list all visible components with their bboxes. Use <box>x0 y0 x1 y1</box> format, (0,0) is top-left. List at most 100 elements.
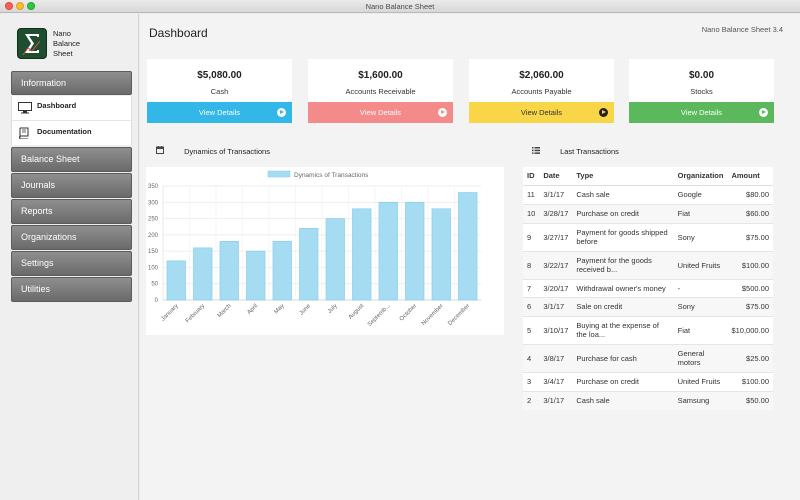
cell-type: Cash sale <box>572 390 674 410</box>
y-tick-label: 100 <box>148 265 159 271</box>
app-name-line: Sheet <box>53 49 73 58</box>
cell-date: 3/1/17 <box>539 296 573 316</box>
table-row[interactable]: 2 3/1/17 Cash sale Samsung $50.00 <box>523 390 773 410</box>
table-row[interactable]: 11 3/1/17 Cash sale Google $80.00 <box>523 184 773 204</box>
cell-org: Fiat <box>673 203 728 223</box>
cell-id: 2 <box>523 390 540 410</box>
cell-amount: $500.00 <box>727 278 773 297</box>
sidebar-item-label: Utilities <box>21 284 51 294</box>
sidebar-item-information[interactable]: Information <box>11 71 132 95</box>
table-row[interactable]: 3 3/4/17 Purchase on credit United Fruits $1… <box>523 371 773 391</box>
sidebar-item-label: Reports <box>21 206 53 216</box>
transactions-chart: Dynamics of Transactions 0 50 100 150 200 250 3… <box>146 167 504 335</box>
bar <box>325 218 345 301</box>
cell-org: Sony <box>673 222 728 251</box>
cell-org: Sony <box>673 296 728 316</box>
summary-card-stocks: $0.00 Stocks View Details <box>629 59 774 123</box>
bar <box>299 228 319 301</box>
transactions-panel-header: Last Transactions <box>532 142 619 162</box>
cell-org: Fiat <box>673 315 728 344</box>
bar <box>352 208 372 301</box>
sidebar-item-settings[interactable]: Settings <box>11 251 132 276</box>
cell-amount: $80.00 <box>727 184 773 204</box>
cell-date: 3/22/17 <box>539 250 573 279</box>
y-tick-label: 250 <box>148 217 159 223</box>
app-name-line: Balance <box>53 39 81 48</box>
table-row[interactable]: 9 3/27/17 Payment for goods shipped before… <box>523 222 773 251</box>
sidebar-item-balance-sheet[interactable]: Balance Sheet <box>11 147 132 172</box>
arrow-right-icon <box>277 108 286 117</box>
legend-swatch <box>267 170 291 178</box>
cell-date: 3/27/17 <box>539 222 573 251</box>
sidebar-item-organizations[interactable]: Organizations <box>11 225 132 250</box>
view-details-button[interactable]: View Details <box>147 102 292 123</box>
cell-date: 3/4/17 <box>539 371 573 391</box>
sidebar-item-label: Organizations <box>21 232 77 242</box>
cell-amount: $100.00 <box>727 250 773 279</box>
legend-label: Dynamics of Transactions <box>294 172 369 179</box>
arrow-right-icon <box>759 108 768 117</box>
cell-id: 8 <box>523 250 540 279</box>
x-tick-label: March <box>217 303 233 319</box>
transactions-table: ID Date Type Organization Amount 11 3/1/1… <box>523 167 773 410</box>
table-row[interactable]: 8 3/22/17 Payment for the goods received b… <box>523 250 773 279</box>
cell-type: Purchase for cash <box>572 343 674 372</box>
cell-amount: $75.00 <box>727 296 773 316</box>
table-row[interactable]: 4 3/8/17 Purchase for cash General motors $2… <box>523 343 773 372</box>
column-header[interactable]: Date <box>539 167 573 186</box>
sidebar-item-label: Settings <box>21 258 54 268</box>
minimize-window-button[interactable] <box>16 2 24 10</box>
y-tick-label: 0 <box>155 298 159 304</box>
sidebar-item-reports[interactable]: Reports <box>11 199 132 224</box>
window-titlebar: Nano Balance Sheet <box>0 0 800 13</box>
button-label: View Details <box>198 108 241 117</box>
column-header[interactable]: Organization <box>673 167 728 186</box>
app-name-line: Nano <box>53 29 71 38</box>
chart-panel-title: Dynamics of Transactions <box>184 147 270 156</box>
table-row[interactable]: 6 3/1/17 Sale on credit Sony $75.00 <box>523 296 773 316</box>
sidebar-item-label: Balance Sheet <box>21 154 80 164</box>
chart-panel-header: Dynamics of Transactions <box>156 142 270 162</box>
x-tick-label: April <box>246 303 259 316</box>
arrow-right-icon <box>599 108 608 117</box>
card-label: Accounts Receivable <box>345 87 416 96</box>
y-tick-label: 350 <box>148 184 159 190</box>
column-header[interactable]: Type <box>572 167 674 186</box>
card-amount: $0.00 <box>688 70 715 81</box>
column-header[interactable]: Amount <box>727 167 773 186</box>
cell-id: 4 <box>523 343 540 372</box>
table-row[interactable]: 10 3/28/17 Purchase on credit Fiat $60.00 <box>523 203 773 223</box>
button-label: View Details <box>520 108 563 117</box>
page-title: Dashboard <box>149 26 208 40</box>
summary-card-cash: $5,080.00 Cash View Details <box>147 59 292 123</box>
x-tick-label: June <box>299 303 313 317</box>
cell-type: Payment for goods shipped before <box>572 222 674 251</box>
cell-type: Cash sale <box>572 184 674 204</box>
cell-amount: $25.00 <box>727 343 773 372</box>
cell-amount: $50.00 <box>727 390 773 410</box>
view-details-button[interactable]: View Details <box>308 102 453 123</box>
sidebar-item-journals[interactable]: Journals <box>11 173 132 198</box>
list-icon <box>532 142 540 162</box>
calendar-icon <box>156 142 164 162</box>
x-tick-label: February <box>185 303 206 324</box>
cell-date: 3/28/17 <box>539 203 573 223</box>
cell-type: Purchase on credit <box>572 203 674 223</box>
cell-amount: $100.00 <box>727 371 773 391</box>
cell-date: 3/1/17 <box>539 390 573 410</box>
column-header[interactable]: ID <box>523 167 540 186</box>
bar <box>272 241 292 301</box>
view-details-button[interactable]: View Details <box>629 102 774 123</box>
sidebar-item-label: Documentation <box>37 127 92 136</box>
sidebar-item-dashboard[interactable]: Dashboard <box>11 96 132 120</box>
maximize-window-button[interactable] <box>27 2 35 10</box>
sidebar-item-documentation[interactable]: Documentation <box>11 120 132 145</box>
view-details-button[interactable]: View Details <box>469 102 614 123</box>
table-header-row: ID Date Type Organization Amount <box>523 167 773 186</box>
sidebar-item-utilities[interactable]: Utilities <box>11 277 132 302</box>
table-row[interactable]: 5 3/10/17 Buying at the expense of the loa… <box>523 315 773 344</box>
table-row[interactable]: 7 3/20/17 Withdrawal owner's money - $500.00 <box>523 278 773 297</box>
close-window-button[interactable] <box>5 2 13 10</box>
bar <box>166 260 186 301</box>
cell-type: Sale on credit <box>572 296 674 316</box>
